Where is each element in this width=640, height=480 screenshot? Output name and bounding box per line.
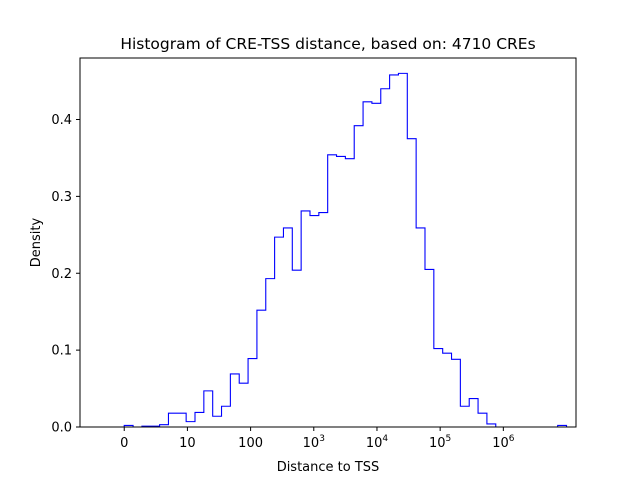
x-tick-label: 100 xyxy=(238,436,263,451)
x-tick-label: 0 xyxy=(120,436,128,451)
y-tick-label: 0.0 xyxy=(51,421,72,436)
y-tick-label: 0.2 xyxy=(51,267,72,282)
x-tick-label: 106 xyxy=(492,434,515,451)
histogram-step-outline xyxy=(123,72,568,428)
y-tick-label: 0.4 xyxy=(51,113,72,128)
y-tick-label: 0.1 xyxy=(51,344,72,359)
y-axis-ticks: 0.0 0.1 0.2 0.3 0.4 xyxy=(51,113,80,436)
x-tick-label: 104 xyxy=(366,434,389,451)
y-axis-label: Density xyxy=(29,217,44,267)
x-axis-ticks: 0 10 100 103 104 105 106 xyxy=(120,427,515,451)
chart-title: Histogram of CRE-TSS distance, based on:… xyxy=(120,35,535,53)
x-axis-label: Distance to TSS xyxy=(277,460,380,475)
x-tick-label: 105 xyxy=(429,434,451,451)
plot-area xyxy=(123,72,568,428)
x-tick-label: 10 xyxy=(179,436,196,451)
y-tick-label: 0.3 xyxy=(51,190,72,205)
axes-frame xyxy=(79,57,577,428)
x-tick-label: 103 xyxy=(303,434,325,451)
